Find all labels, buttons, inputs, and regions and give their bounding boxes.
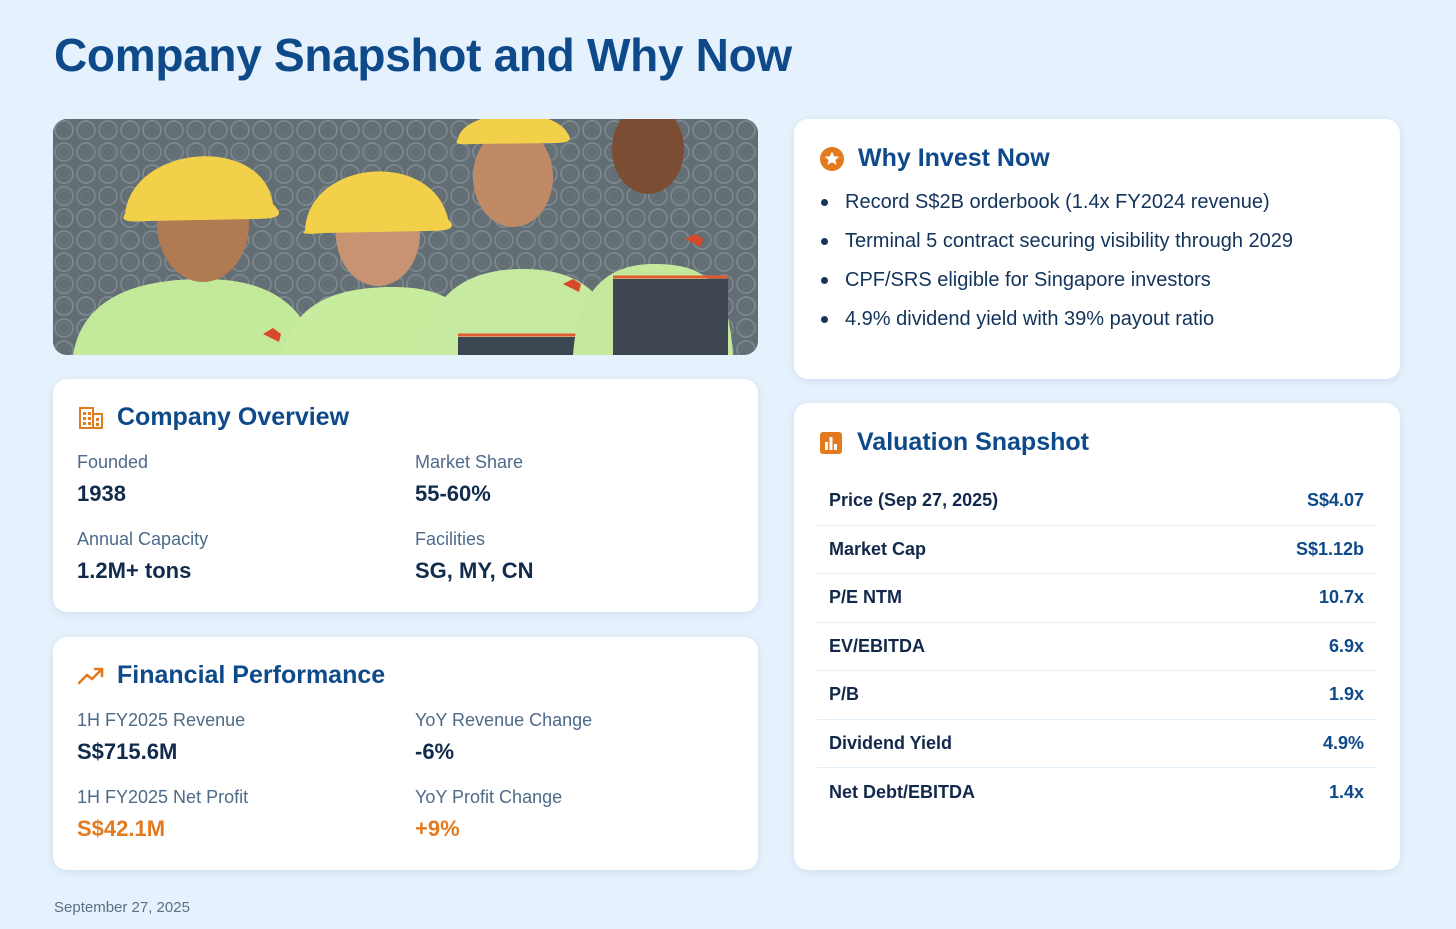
stat-label: YoY Profit Change (415, 787, 563, 807)
financial-performance-stats: 1H FY2025 Revenue S$715.6M YoY Revenue C… (77, 710, 734, 842)
star-icon (818, 145, 846, 173)
row-value: S$1.12b (1295, 538, 1364, 559)
financial-performance-card: Financial Performance 1H FY2025 Revenue … (53, 637, 758, 870)
bullet-icon (821, 199, 828, 206)
stat-revenue: 1H FY2025 Revenue S$715.6M (77, 710, 415, 765)
valuation-table: Price (Sep 27, 2025) S$4.07 Market Cap S$1… (817, 477, 1376, 817)
list-item-text: 4.9% dividend yield with 39% payout rati… (845, 308, 1215, 330)
row-label: EV/EBITDA (829, 635, 926, 656)
bullet-icon (821, 316, 828, 323)
list-item-text: Record S$2B orderbook (1.4x FY2024 reven… (845, 191, 1270, 213)
company-overview-header: Company Overview (77, 403, 734, 432)
why-invest-title: Why Invest Now (858, 144, 1050, 172)
valuation-header: Valuation Snapshot (817, 428, 1376, 457)
stat-founded: Founded 1938 (77, 452, 415, 507)
stat-label: 1H FY2025 Net Profit (77, 787, 249, 807)
bullet-icon (821, 277, 828, 284)
stat-value: -6% (415, 739, 455, 764)
why-invest-header: Why Invest Now (818, 144, 1376, 173)
stat-label: 1H FY2025 Revenue (77, 710, 246, 730)
footer-date: September 27, 2025 (54, 899, 190, 916)
stat-net-profit: 1H FY2025 Net Profit S$42.1M (77, 787, 415, 842)
stat-value: 1938 (77, 481, 126, 506)
stat-label: Founded (77, 452, 149, 472)
table-row: Market Cap S$1.12b (817, 526, 1376, 574)
list-item-text: CPF/SRS eligible for Singapore investors (845, 269, 1211, 291)
stat-label: Facilities (415, 529, 486, 549)
company-overview-stats: Founded 1938 Market Share 55-60% Annual … (77, 452, 734, 584)
hero-image (53, 119, 758, 355)
valuation-card: Valuation Snapshot Price (Sep 27, 2025) S… (794, 403, 1400, 870)
row-value: S$4.07 (1306, 490, 1364, 511)
trending-up-icon (77, 662, 105, 690)
valuation-title: Valuation Snapshot (857, 428, 1089, 456)
stat-market-share: Market Share 55-60% (415, 452, 715, 507)
list-item: CPF/SRS eligible for Singapore investors (818, 261, 1376, 300)
row-label: Dividend Yield (829, 732, 953, 753)
stat-value: SG, MY, CN (415, 558, 534, 583)
stat-facilities: Facilities SG, MY, CN (415, 529, 715, 584)
stat-value: +9% (415, 816, 460, 841)
table-row: P/E NTM 10.7x (817, 574, 1376, 623)
row-label: Net Debt/EBITDA (829, 781, 976, 802)
row-value: 1.4x (1328, 781, 1364, 802)
stat-value: S$715.6M (77, 739, 178, 764)
stat-revenue-change: YoY Revenue Change -6% (415, 710, 715, 765)
table-row: Dividend Yield 4.9% (817, 720, 1376, 768)
table-row: Net Debt/EBITDA 1.4x (817, 768, 1376, 817)
row-value: 6.9x (1328, 635, 1364, 656)
row-value: 1.9x (1328, 684, 1364, 705)
workers-photo (53, 119, 758, 355)
stat-value: S$42.1M (77, 816, 166, 841)
financial-performance-title: Financial Performance (117, 661, 386, 689)
row-value: 10.7x (1318, 587, 1364, 608)
list-item-text: Terminal 5 contract securing visibility … (845, 230, 1293, 252)
stat-label: Annual Capacity (77, 529, 209, 549)
stat-profit-change: YoY Profit Change +9% (415, 787, 715, 842)
list-item: Record S$2B orderbook (1.4x FY2024 reven… (818, 183, 1376, 222)
bullet-icon (821, 238, 828, 245)
list-item: 4.9% dividend yield with 39% payout rati… (818, 300, 1376, 339)
row-label: P/E NTM (829, 587, 903, 608)
company-overview-card: Company Overview Founded 1938 Market Sha… (53, 379, 758, 612)
table-row: Price (Sep 27, 2025) S$4.07 (817, 477, 1376, 526)
why-invest-list: Record S$2B orderbook (1.4x FY2024 reven… (818, 183, 1376, 339)
bar-chart-icon (817, 429, 845, 457)
page-title: Company Snapshot and Why Now (54, 29, 792, 81)
table-row: EV/EBITDA 6.9x (817, 623, 1376, 671)
stat-value: 1.2M+ tons (77, 558, 192, 583)
company-overview-title: Company Overview (117, 403, 350, 431)
row-value: 4.9% (1322, 732, 1364, 753)
stat-value: 55-60% (415, 481, 491, 506)
stat-annual-capacity: Annual Capacity 1.2M+ tons (77, 529, 415, 584)
stat-label: YoY Revenue Change (415, 710, 593, 730)
why-invest-card: Why Invest Now Record S$2B orderbook (1.… (794, 119, 1400, 379)
list-item: Terminal 5 contract securing visibility … (818, 222, 1376, 261)
financial-performance-header: Financial Performance (77, 661, 734, 690)
row-label: P/B (829, 684, 860, 705)
row-label: Market Cap (829, 538, 927, 559)
row-label: Price (Sep 27, 2025) (829, 490, 999, 511)
table-row: P/B 1.9x (817, 671, 1376, 720)
stat-label: Market Share (415, 452, 524, 472)
building-icon (77, 404, 105, 432)
